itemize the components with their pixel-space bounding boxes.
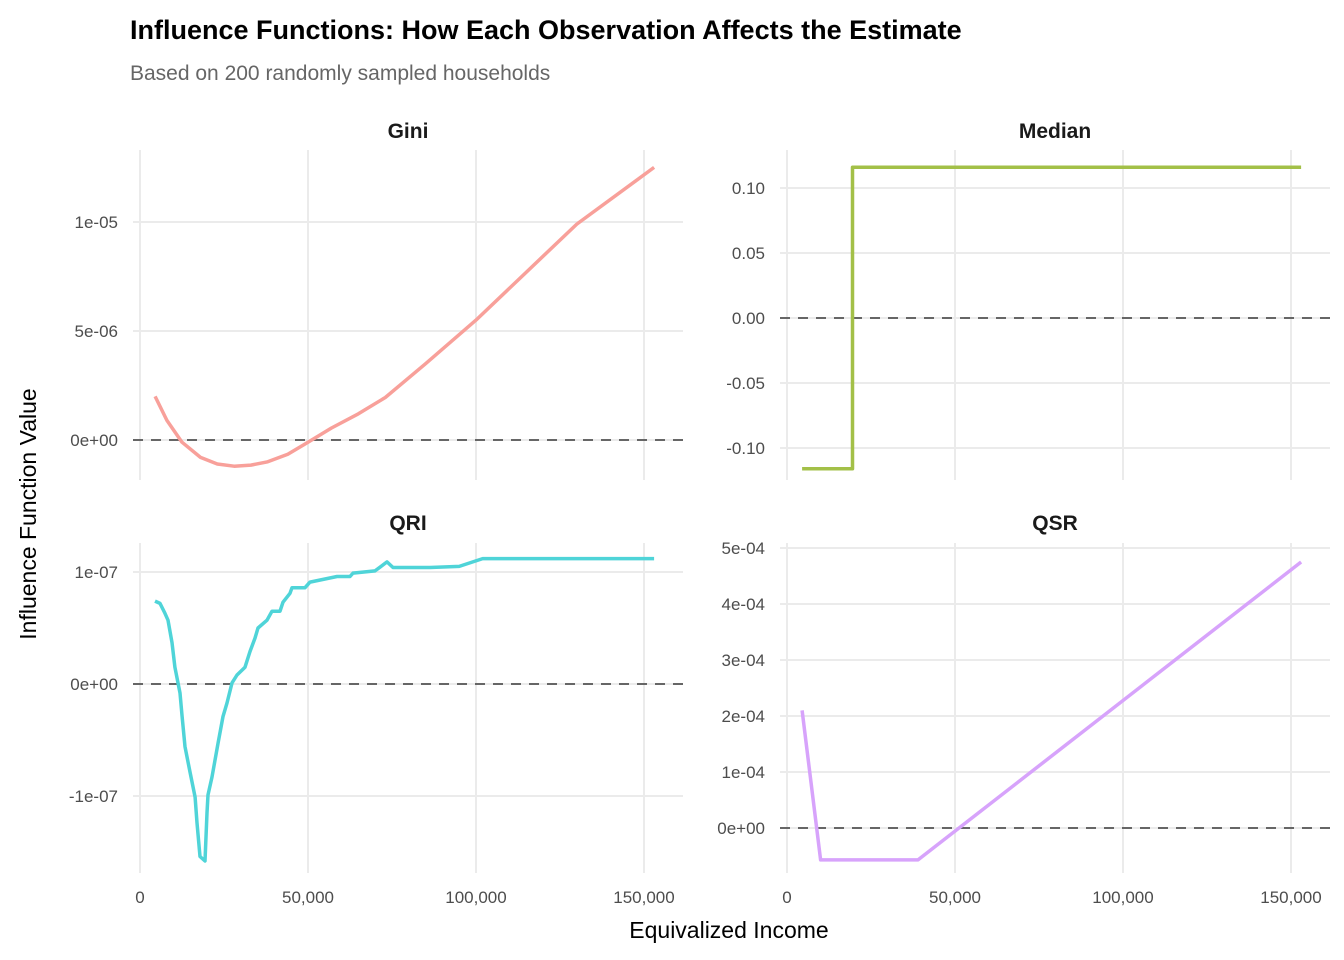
- y-tick-label: 4e-04: [722, 595, 765, 614]
- panel-title: Gini: [388, 120, 429, 143]
- y-tick-label: 0e+00: [70, 675, 118, 694]
- panel-title: QRI: [389, 512, 426, 535]
- chart-subtitle: Based on 200 randomly sampled households: [130, 62, 550, 85]
- y-tick-label: 0.05: [732, 244, 765, 263]
- y-tick-label: 5e-04: [722, 539, 765, 558]
- panel-title: Median: [1019, 120, 1091, 143]
- panel-qri: -1e-07 0e+00 1e-07 0 50,000 100,000 150,000 QRI: [69, 512, 683, 907]
- y-tick-label: 0e+00: [717, 819, 765, 838]
- panel-gini: 0e+00 5e-06 1e-05 Gini: [70, 120, 683, 480]
- y-tick-label: 3e-04: [722, 651, 765, 670]
- y-tick-label: 1e-04: [722, 763, 765, 782]
- y-tick-label: 1e-05: [75, 213, 118, 232]
- series-line-qsr: [800, 560, 1303, 862]
- x-axis-label: Equivalized Income: [629, 917, 828, 943]
- chart-title: Influence Functions: How Each Observatio…: [130, 15, 962, 45]
- y-tick-label: 0.10: [732, 179, 765, 198]
- x-tick-label: 0: [782, 888, 791, 907]
- x-tick-label: 0: [135, 888, 144, 907]
- y-tick-label: -0.10: [726, 439, 765, 458]
- y-tick-label: 5e-06: [75, 322, 118, 341]
- y-tick-label: 2e-04: [722, 707, 765, 726]
- y-tick-label: -1e-07: [69, 787, 118, 806]
- series-line-gini: [153, 165, 656, 468]
- y-tick-label: 0e+00: [70, 431, 118, 450]
- x-tick-label: 50,000: [929, 888, 981, 907]
- panel-title: QSR: [1032, 512, 1078, 535]
- y-tick-label: 0.00: [732, 309, 765, 328]
- x-tick-label: 100,000: [1092, 888, 1153, 907]
- panel-qsr: 0e+00 1e-04 2e-04 3e-04 4e-04 5e-04 0 50,000 100…: [717, 512, 1330, 907]
- x-tick-label: 150,000: [1260, 888, 1321, 907]
- x-tick-label: 50,000: [282, 888, 334, 907]
- y-axis-label: Influence Function Value: [15, 388, 41, 639]
- panel-median: -0.10 -0.05 0.00 0.05 0.10 Median: [726, 120, 1330, 480]
- x-tick-label: 150,000: [613, 888, 674, 907]
- x-tick-label: 100,000: [445, 888, 506, 907]
- series-line-qri: [154, 556, 655, 863]
- y-tick-label: 1e-07: [75, 563, 118, 582]
- y-tick-label: -0.05: [726, 374, 765, 393]
- series-line-median: [802, 165, 1302, 471]
